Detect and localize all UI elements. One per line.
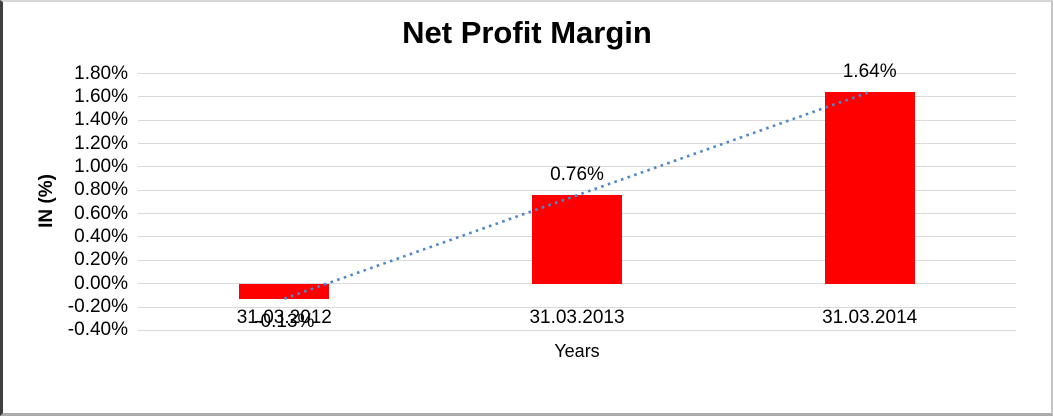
bar-data-label: 1.64%	[842, 61, 897, 83]
y-tick-label: 1.60%	[74, 85, 128, 107]
y-tick-label: 0.00%	[74, 272, 128, 294]
gridline	[138, 73, 1016, 74]
x-axis-title: Years	[554, 341, 600, 361]
bar	[824, 92, 915, 284]
chart-title: Net Profit Margin	[402, 15, 652, 50]
x-category-label: 31.03.2013	[529, 306, 625, 328]
y-tick-label: 1.20%	[74, 132, 128, 154]
y-tick-label: 1.80%	[74, 62, 128, 84]
y-tick-label: 0.40%	[74, 225, 128, 247]
y-axis-title: IN (%)	[36, 174, 57, 228]
y-tick-label: -0.20%	[67, 296, 128, 317]
y-tick-label: 0.20%	[74, 249, 128, 271]
y-tick-label: 1.00%	[74, 155, 128, 177]
y-tick-label: 1.40%	[74, 109, 128, 131]
gridline	[138, 306, 1016, 308]
bar-data-label: -0.13%	[254, 310, 315, 332]
gridline	[138, 329, 1016, 331]
bar	[239, 283, 330, 299]
bar	[532, 194, 622, 284]
x-category-label: 31.03.2014	[822, 306, 918, 328]
y-tick-label: -0.40%	[67, 319, 128, 341]
y-tick-label: 0.80%	[74, 179, 128, 201]
bar-data-label: 0.76%	[550, 163, 604, 185]
y-tick-label: 0.60%	[74, 202, 128, 224]
x-category-label: 31.03.2012	[236, 306, 332, 328]
